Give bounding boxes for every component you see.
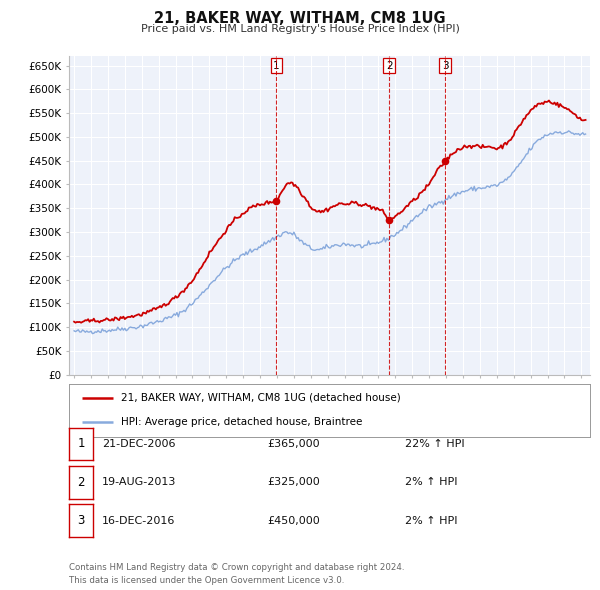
Text: 19-AUG-2013: 19-AUG-2013: [102, 477, 176, 487]
Text: 21-DEC-2006: 21-DEC-2006: [102, 439, 176, 449]
Text: 3: 3: [77, 514, 85, 527]
Text: 21, BAKER WAY, WITHAM, CM8 1UG (detached house): 21, BAKER WAY, WITHAM, CM8 1UG (detached…: [121, 393, 401, 403]
Text: 21, BAKER WAY, WITHAM, CM8 1UG: 21, BAKER WAY, WITHAM, CM8 1UG: [154, 11, 446, 25]
Text: 3: 3: [442, 61, 449, 71]
Text: 2: 2: [386, 61, 392, 71]
Text: £450,000: £450,000: [267, 516, 320, 526]
Text: 2: 2: [77, 476, 85, 489]
Text: £365,000: £365,000: [267, 439, 320, 449]
Text: 22% ↑ HPI: 22% ↑ HPI: [405, 439, 464, 449]
Text: Price paid vs. HM Land Registry's House Price Index (HPI): Price paid vs. HM Land Registry's House …: [140, 24, 460, 34]
Text: 2% ↑ HPI: 2% ↑ HPI: [405, 477, 458, 487]
Text: Contains HM Land Registry data © Crown copyright and database right 2024.
This d: Contains HM Land Registry data © Crown c…: [69, 563, 404, 585]
Text: 16-DEC-2016: 16-DEC-2016: [102, 516, 175, 526]
Text: HPI: Average price, detached house, Braintree: HPI: Average price, detached house, Brai…: [121, 417, 362, 427]
Text: 2% ↑ HPI: 2% ↑ HPI: [405, 516, 458, 526]
Text: 1: 1: [273, 61, 280, 71]
Text: £325,000: £325,000: [267, 477, 320, 487]
Text: 1: 1: [77, 437, 85, 451]
